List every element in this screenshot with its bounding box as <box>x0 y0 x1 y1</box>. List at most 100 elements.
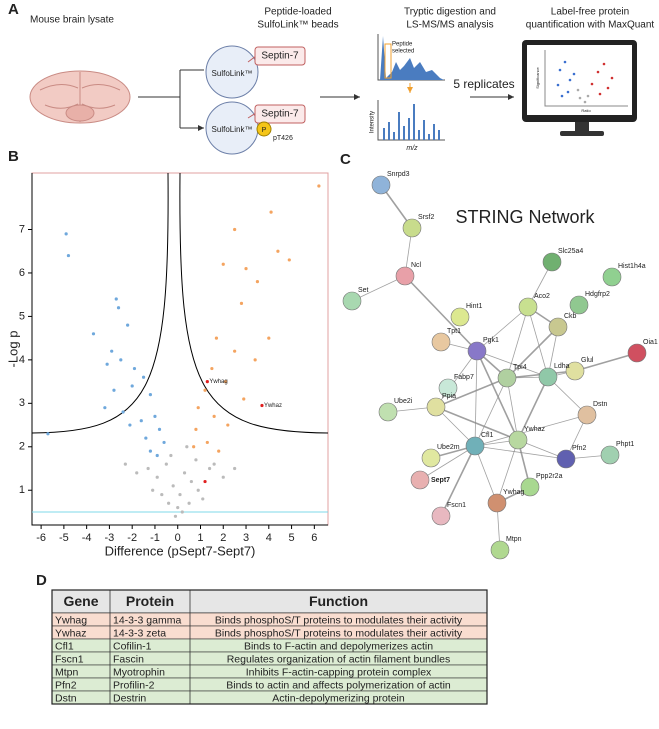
node <box>450 307 470 327</box>
point <box>203 479 207 484</box>
step-label: LS-MS/MS analysis <box>406 20 493 31</box>
point <box>91 332 96 336</box>
point <box>192 445 196 449</box>
point <box>146 466 150 471</box>
point-label: Ywhag <box>209 379 227 385</box>
peptide-box <box>254 46 306 66</box>
x-axis-label: Difference (pSept7-Sept7) <box>105 543 256 558</box>
node <box>627 343 647 363</box>
node-label: Ube2m <box>437 444 460 451</box>
volcano-plot: B -Log p Difference (pSept7-Sept7) -6 -5 -… <box>5 148 329 558</box>
edge <box>435 350 478 408</box>
point <box>116 306 121 310</box>
string-network: C STRING Network Snrpd3 Srsf2 Set Ncl Hint1 T… <box>340 151 658 560</box>
edge <box>496 439 519 504</box>
node-label: Tpt1 <box>447 328 461 335</box>
point <box>267 336 271 340</box>
table-cell: 14-3-3 gamma <box>113 614 181 626</box>
point <box>187 501 191 505</box>
table-cell: Profilin-2 <box>113 679 155 691</box>
point <box>126 323 130 327</box>
ms1-spectrum: Peptide selected <box>377 34 445 81</box>
table-cell: 14-3-3 zeta <box>113 627 166 639</box>
node-label: Glul <box>581 357 594 364</box>
node <box>548 317 568 337</box>
point <box>194 458 198 462</box>
point <box>144 436 148 440</box>
node <box>426 397 446 417</box>
x-tick-label: 6 <box>311 532 317 544</box>
node <box>465 436 485 456</box>
point <box>167 501 171 505</box>
point <box>155 453 159 458</box>
node-label: Ppia <box>442 393 456 400</box>
y-axis-label: -Log p <box>5 331 20 368</box>
step-label: Peptide-loaded <box>264 7 331 18</box>
y-tick-label: 6 <box>19 267 25 279</box>
point <box>130 384 134 388</box>
edge <box>351 275 406 302</box>
node <box>520 477 540 497</box>
point <box>66 253 71 258</box>
step-label: Label-free protein <box>551 7 629 18</box>
node-label: Ldha <box>554 363 570 370</box>
edge <box>476 306 529 352</box>
table-cell: Binds to F-actin and depolymerizes actin <box>244 640 433 652</box>
node-label: Snrpd3 <box>387 171 410 178</box>
table-cell: Binds phosphoS/T proteins to modulates t… <box>215 627 463 639</box>
point <box>110 349 114 353</box>
point <box>157 427 162 431</box>
axis-label: Intensity <box>370 111 376 133</box>
x-tick-label: 5 <box>289 532 295 544</box>
x-tick-label: 4 <box>266 532 272 544</box>
point <box>223 379 228 384</box>
bead-label: SulfoLink™ <box>212 69 253 78</box>
node <box>431 506 451 526</box>
point <box>208 466 212 471</box>
node <box>518 297 538 317</box>
edge <box>435 377 508 408</box>
axis-label: Significance <box>535 66 540 88</box>
edge <box>476 350 549 378</box>
edge <box>506 306 529 379</box>
annotation: Peptide <box>392 42 413 48</box>
x-tick-label: -1 <box>150 532 160 544</box>
step-label: Tryptic digestion and <box>404 7 496 18</box>
node <box>602 267 622 287</box>
step-label: SulfoLink™ beads <box>257 20 338 31</box>
node <box>508 430 528 450</box>
site-label: pT426 <box>273 135 293 142</box>
table-cell: Actin-depolymerizing protein <box>272 692 405 704</box>
y-tick-label: 3 <box>19 397 25 409</box>
node <box>577 405 597 425</box>
node <box>342 291 362 311</box>
point <box>239 301 244 305</box>
node <box>395 266 415 286</box>
point <box>148 393 152 397</box>
point <box>135 471 139 475</box>
point <box>189 479 193 484</box>
table-cell: Fascin <box>113 653 144 665</box>
node <box>600 445 620 465</box>
node <box>565 361 585 381</box>
point <box>64 232 68 236</box>
node-label: Ncl <box>411 262 422 269</box>
point <box>180 510 184 514</box>
point <box>103 406 107 410</box>
edge <box>435 406 519 441</box>
point <box>203 388 207 392</box>
point <box>287 258 291 262</box>
point <box>194 427 198 431</box>
point <box>141 375 146 379</box>
x-tick-label: 1 <box>197 532 203 544</box>
monitor: Significance Ratio <box>522 40 637 136</box>
point <box>162 440 166 445</box>
table-cell: Dstn <box>55 692 77 704</box>
table-cell: Cofilin-1 <box>113 640 152 652</box>
node-label: Ywhag <box>503 489 525 496</box>
node-label: Hist1h4a <box>618 263 646 270</box>
edge <box>506 377 519 441</box>
point <box>160 492 164 497</box>
point <box>212 414 216 418</box>
point <box>210 366 214 371</box>
